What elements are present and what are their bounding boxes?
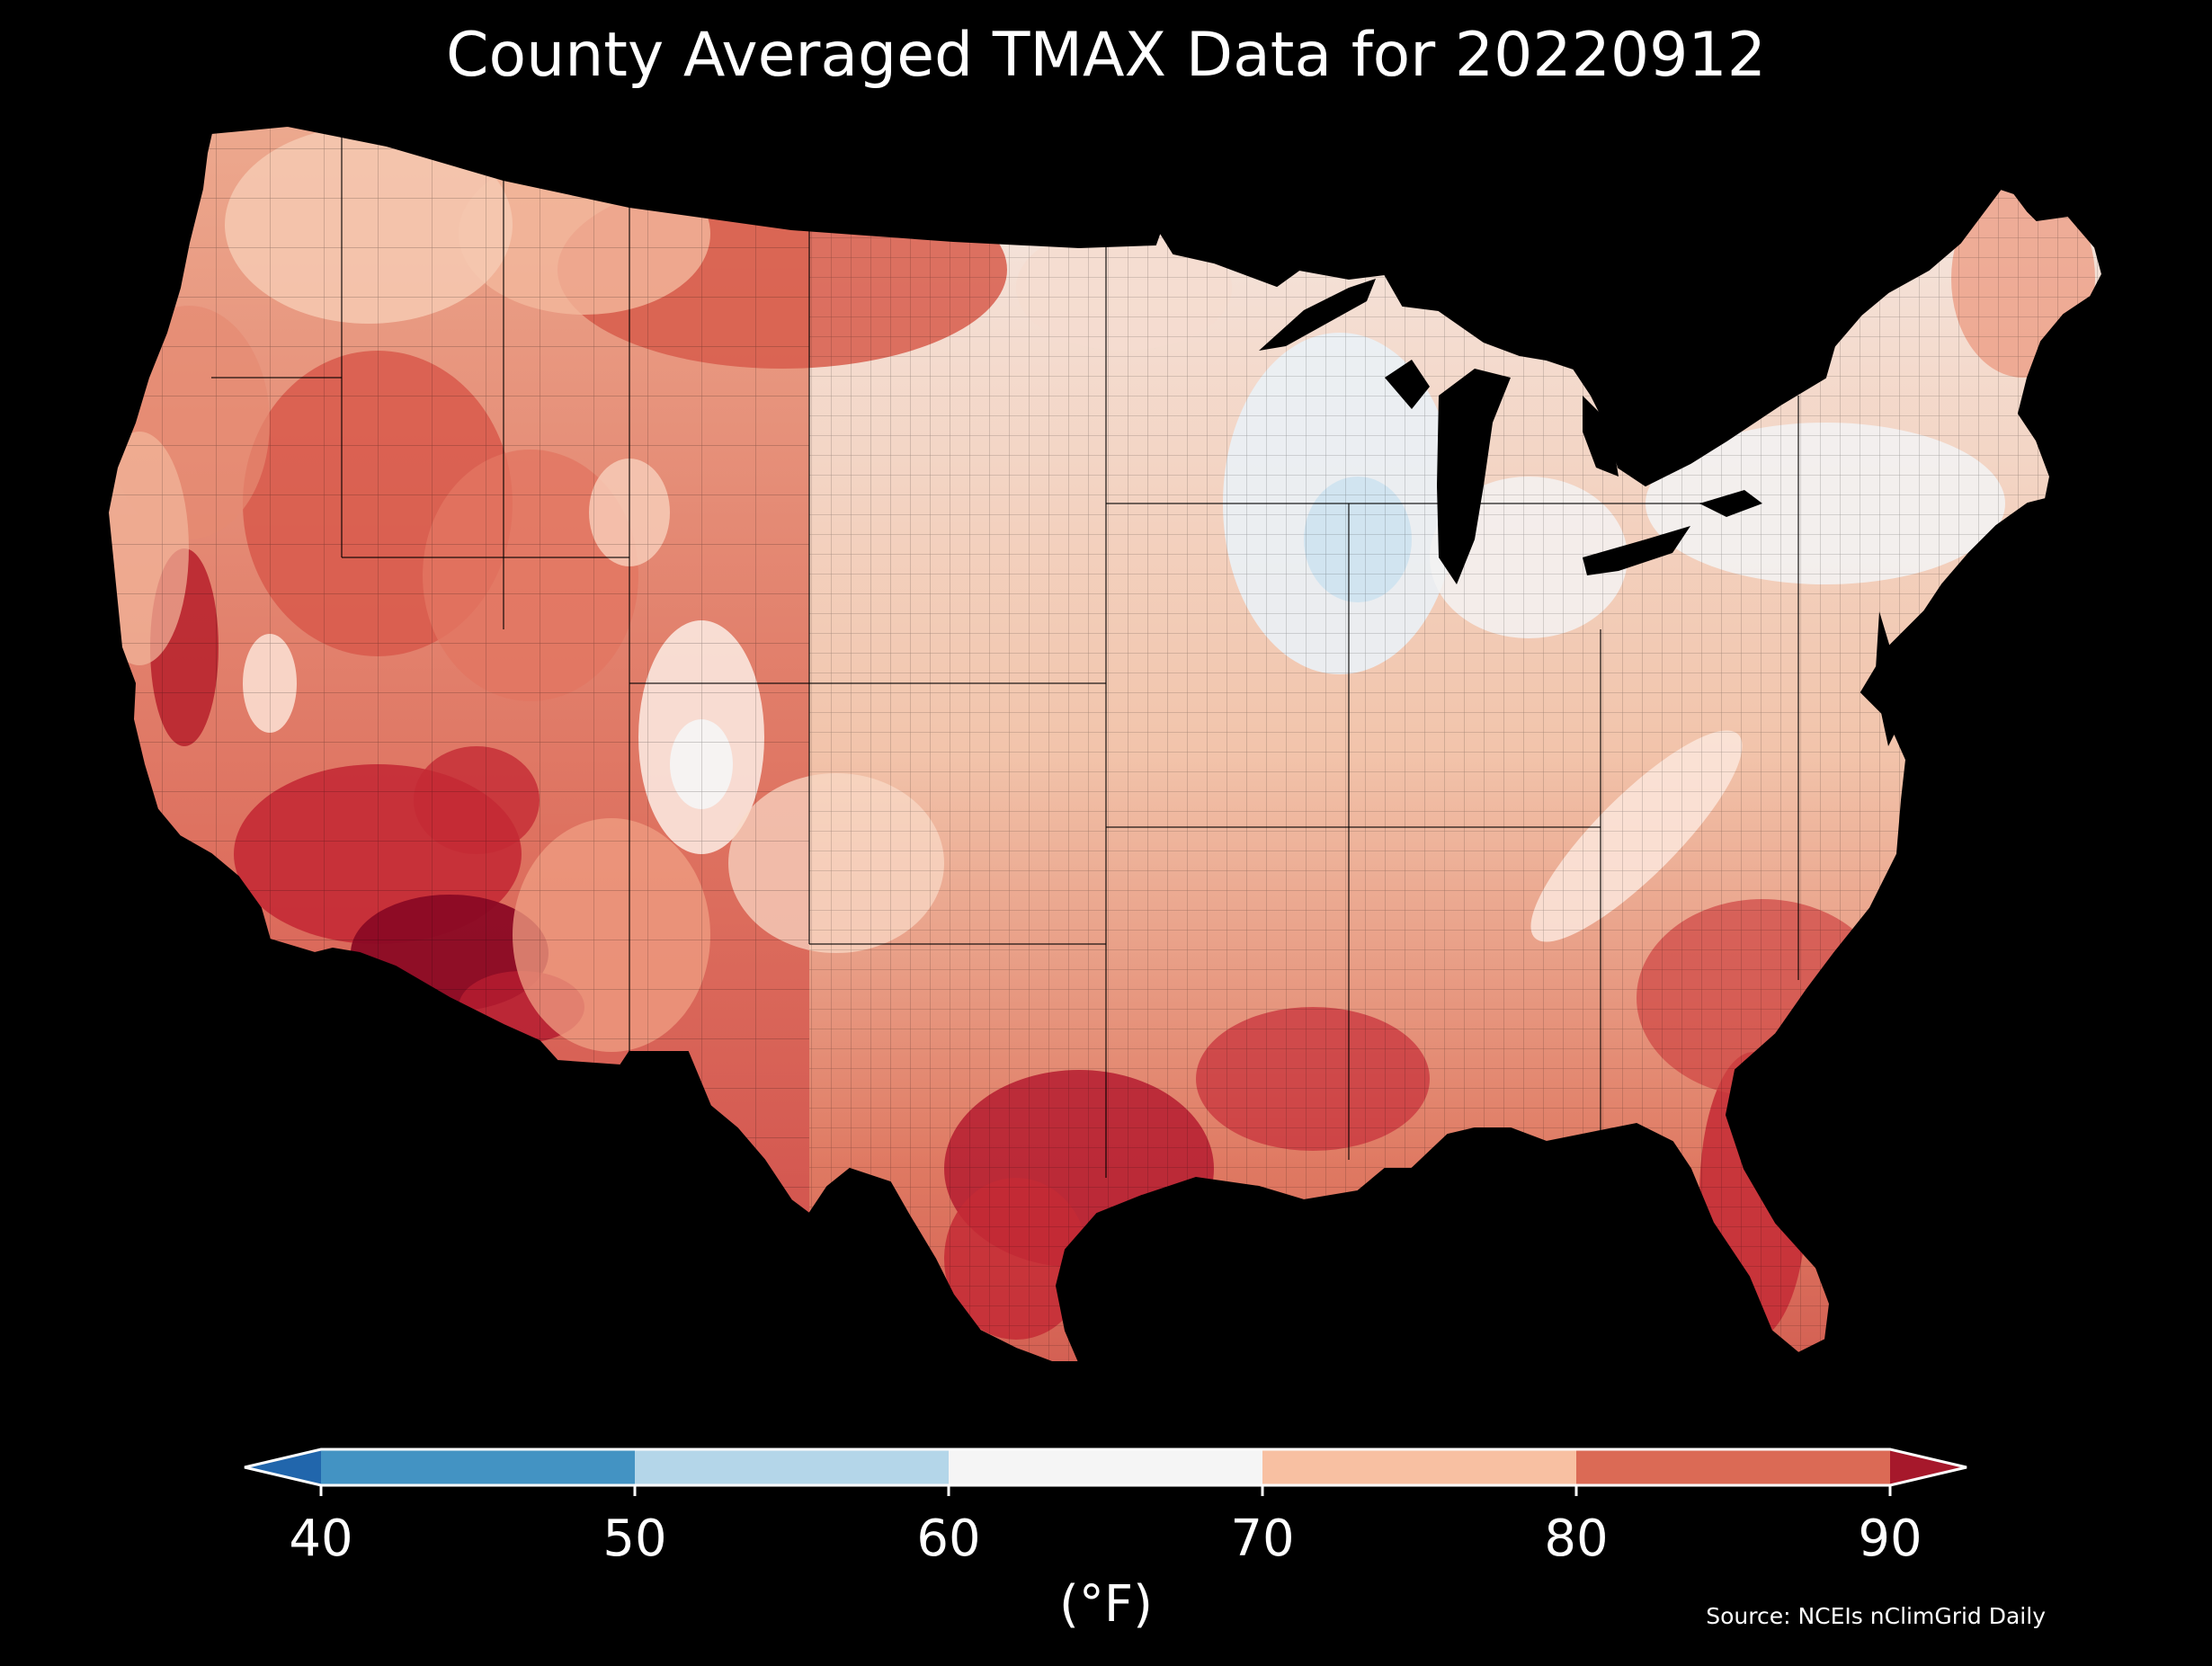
colorbar-bin (1262, 1449, 1576, 1485)
colorbar-bin (1576, 1449, 1890, 1485)
colorbar-bin (321, 1449, 635, 1485)
source-credit: Source: NCEIs nClimGrid Daily (1706, 1603, 2046, 1629)
map-title: County Averaged TMAX Data for 20220912 (446, 20, 1766, 91)
colorbar-units-label: (°F) (1059, 1575, 1153, 1634)
colorbar-tick-label: 50 (602, 1510, 667, 1568)
colorbar-bin (949, 1449, 1262, 1485)
colorbar-tick-label: 40 (289, 1510, 353, 1568)
colorbar-over-arrow (1890, 1449, 1967, 1485)
colorbar-tick-label: 90 (1858, 1510, 1922, 1568)
colorbar-under-arrow (245, 1449, 321, 1485)
colorbar-tick-label: 70 (1230, 1510, 1295, 1568)
colorbar-tick-label: 60 (916, 1510, 981, 1568)
colorbar-tick-label: 80 (1544, 1510, 1609, 1568)
colorbar-bin (635, 1449, 949, 1485)
